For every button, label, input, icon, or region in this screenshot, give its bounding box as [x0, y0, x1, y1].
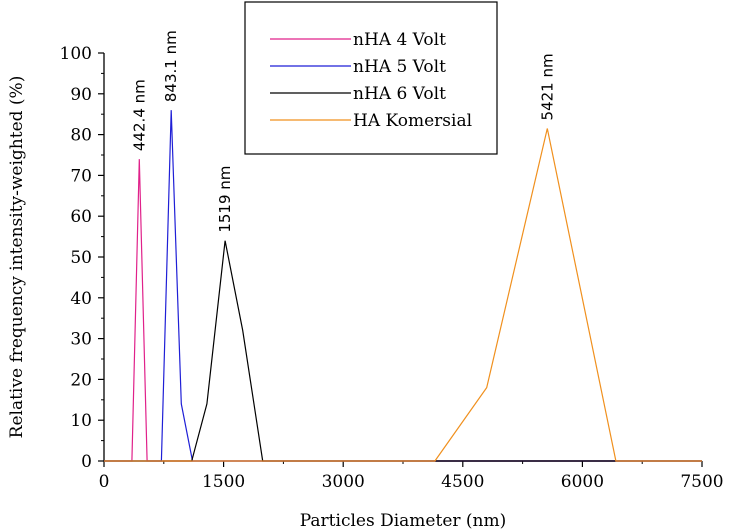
y-tick-label: 40	[70, 289, 92, 309]
y-tick-label: 0	[81, 452, 92, 472]
y-tick-label: 20	[70, 370, 92, 390]
series-layer	[104, 110, 702, 461]
x-tick-label: 7500	[680, 472, 723, 492]
legend: nHA 4 Volt nHA 5 Volt nHA 6 Volt HA Komersi…	[245, 2, 497, 154]
x-axis-title: Particles Diameter (nm)	[300, 511, 507, 531]
x-tick-label: 3000	[322, 472, 365, 492]
y-tick-label: 80	[70, 126, 92, 146]
y-tick-label: 70	[70, 166, 92, 186]
x-tick-label: 6000	[561, 472, 604, 492]
legend-label: nHA 5 Volt	[353, 57, 446, 77]
x-tick-label: 0	[99, 472, 110, 492]
y-tick-label: 10	[70, 411, 92, 431]
series-line-3	[104, 241, 702, 461]
legend-box	[245, 2, 497, 154]
peak-label: 843.1 nm	[162, 30, 180, 102]
x-tick-label: 4500	[441, 472, 484, 492]
series-line-2	[104, 110, 702, 461]
series-line-1	[104, 159, 702, 461]
legend-label: HA Komersial	[353, 111, 472, 131]
peak-label: 5421 nm	[538, 53, 556, 120]
y-tick-label: 90	[70, 85, 92, 105]
x-tick-label: 1500	[202, 472, 245, 492]
y-axis-title: Relative frequency intensity-weighted (%…	[7, 76, 27, 439]
legend-label: nHA 6 Volt	[353, 84, 446, 104]
y-tick-label: 50	[70, 248, 92, 268]
legend-label: nHA 4 Volt	[353, 30, 446, 50]
y-tick-label: 60	[70, 207, 92, 227]
peak-label: 442.4 nm	[130, 79, 148, 151]
y-tick-label: 30	[70, 330, 92, 350]
peak-label: 1519 nm	[216, 166, 234, 233]
y-tick-label: 100	[60, 44, 92, 64]
series-line-4	[104, 129, 702, 462]
